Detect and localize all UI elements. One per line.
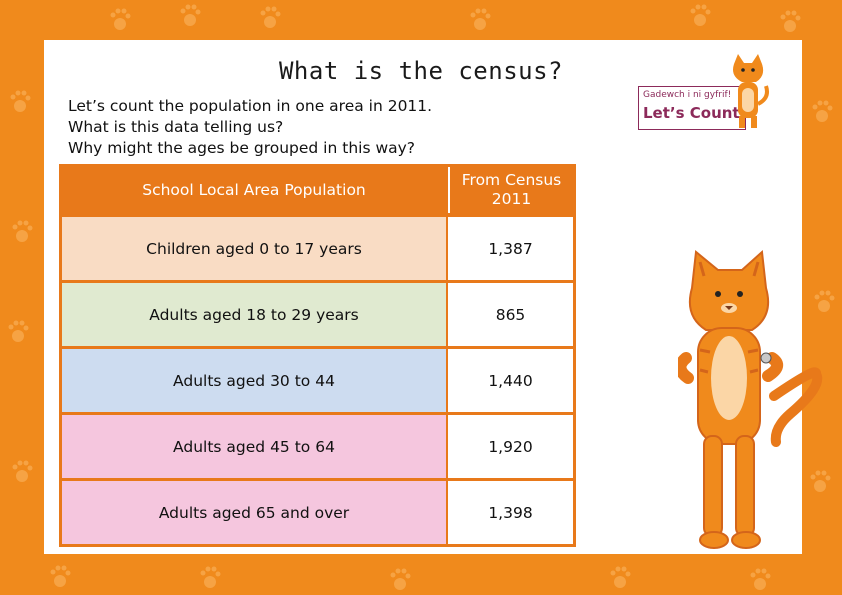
row-label: Adults aged 30 to 44 bbox=[173, 371, 335, 390]
row-value-cell: 1,920 bbox=[448, 415, 573, 478]
paw-print-icon bbox=[750, 568, 771, 590]
lets-count-logo: Gadewch i ni gyfrif! Let’s Count! bbox=[638, 86, 746, 130]
paw-print-icon bbox=[12, 220, 33, 242]
logo-english-text: Let’s Count! bbox=[643, 104, 747, 122]
row-label-cell: Adults aged 65 and over bbox=[62, 481, 446, 544]
paw-print-icon bbox=[8, 320, 29, 342]
header-label: School Local Area Population bbox=[142, 181, 366, 199]
row-label-cell: Adults aged 45 to 64 bbox=[62, 415, 446, 478]
row-value-cell: 865 bbox=[448, 283, 573, 346]
intro-line: What is this data telling us? bbox=[68, 118, 284, 136]
header-value-line1: From Census bbox=[461, 171, 562, 189]
row-value: 1,398 bbox=[488, 503, 533, 522]
row-value-cell: 1,398 bbox=[448, 481, 573, 544]
cat-mascot-icon bbox=[678, 249, 823, 549]
cat-mascot-icon bbox=[733, 54, 769, 128]
paw-print-icon bbox=[780, 10, 801, 32]
header-label-cell: School Local Area Population bbox=[62, 167, 446, 213]
paw-print-icon bbox=[390, 568, 411, 590]
paw-print-icon bbox=[610, 566, 631, 588]
paw-print-icon bbox=[690, 4, 711, 26]
row-value: 1,920 bbox=[488, 437, 533, 456]
row-value: 1,440 bbox=[488, 371, 533, 390]
row-label: Adults aged 18 to 29 years bbox=[149, 305, 359, 324]
row-value-cell: 1,387 bbox=[448, 217, 573, 280]
row-label: Adults aged 45 to 64 bbox=[173, 437, 335, 456]
row-value: 865 bbox=[495, 305, 526, 324]
paw-print-icon bbox=[810, 470, 831, 492]
row-label-cell: Adults aged 30 to 44 bbox=[62, 349, 446, 412]
paw-print-icon bbox=[812, 100, 833, 122]
paw-print-icon bbox=[180, 4, 201, 26]
row-value: 1,387 bbox=[488, 239, 533, 258]
paw-print-icon bbox=[200, 566, 221, 588]
paw-print-icon bbox=[470, 8, 491, 30]
row-value-cell: 1,440 bbox=[448, 349, 573, 412]
row-label: Adults aged 65 and over bbox=[158, 503, 350, 522]
intro-line: Why might the ages be grouped in this wa… bbox=[68, 139, 416, 157]
paw-print-icon bbox=[10, 90, 31, 112]
logo-welsh-text: Gadewch i ni gyfrif! bbox=[643, 90, 732, 100]
row-label-cell: Adults aged 18 to 29 years bbox=[62, 283, 446, 346]
paw-print-icon bbox=[50, 565, 71, 587]
page-title: What is the census? bbox=[278, 57, 564, 85]
header-value-line2: 2011 bbox=[491, 190, 532, 208]
intro-text: Let’s count the population in one area i… bbox=[68, 96, 488, 159]
population-table: School Local Area Population From Census… bbox=[59, 164, 576, 547]
row-label-cell: Children aged 0 to 17 years bbox=[62, 217, 446, 280]
intro-line: Let’s count the population in one area i… bbox=[68, 97, 433, 115]
paw-print-icon bbox=[12, 460, 33, 482]
paw-print-icon bbox=[260, 6, 281, 28]
paw-print-icon bbox=[110, 8, 131, 30]
row-label: Children aged 0 to 17 years bbox=[146, 239, 362, 258]
header-value-cell: From Census 2011 bbox=[448, 167, 573, 213]
paw-print-icon bbox=[814, 290, 835, 312]
